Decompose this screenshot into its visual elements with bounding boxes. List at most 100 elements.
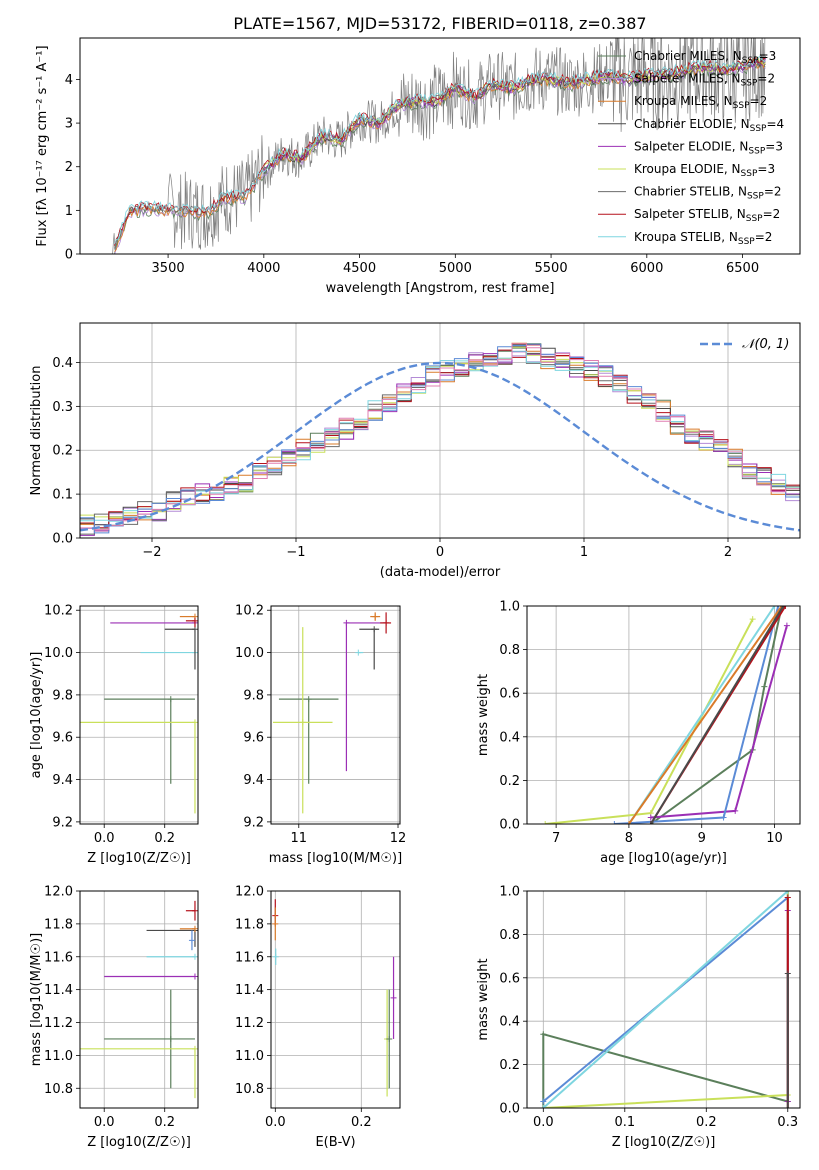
y-tick-label: 2 [65,160,73,175]
series-point-marker [540,1031,547,1038]
x-axis-label: (data-model)/error [380,565,501,580]
y-tick-label: 10.8 [235,1082,264,1097]
legend-label: Salpeter ELODIE, NSSP=3 [634,139,783,156]
y-axis-label: Normed distribution [29,366,44,496]
y-tick-label: 10.2 [44,604,73,619]
y-tick-label: 9.6 [52,731,73,746]
spectrum-model-line [114,55,766,245]
x-tick-label: 7 [552,831,560,846]
histogram-step-line [80,343,800,531]
legend-label-sub: SSP [748,146,765,156]
legend-label-rest: =2 [764,185,782,199]
legend-label-sub: SSP [733,101,750,111]
panel-spectrum: 3500 4000 4500 5000 5500 6000 6500 0 1 2 3 4 wavelen… [35,37,801,296]
data-point-marker [191,719,198,726]
data-point-marker [191,1045,198,1052]
data-point-marker [191,907,198,914]
y-tick-label: 11.0 [235,1049,264,1064]
legend-label-rest: =3 [759,49,777,63]
axes-frame [270,605,401,825]
legend-label-rest: =3 [765,139,783,153]
series-point-marker [732,807,739,814]
y-tick-label: 0.0 [52,532,73,547]
data-point-marker [305,696,312,703]
gaussian-curve [80,361,800,532]
panel-mass-vs-EBV: 0.0 0.2 10.8 11.0 11.2 11.4 11.6 11.8 12.0 E(B-V) [235,885,401,1150]
x-axis-label: Z [log10(Z/Z☉)] [612,1135,716,1150]
y-tick-label: 11.8 [235,917,264,932]
y-tick-label: 0.8 [499,643,520,658]
y-tick-label: 0.1 [52,488,73,503]
data-point-marker [191,925,198,932]
x-axis-label: mass [log10(M/M☉)] [269,851,402,866]
y-axis-label: mass [log10(M/M☉)] [29,933,44,1066]
x-tick-label: 4500 [343,261,376,276]
legend-label: Chabrier MILES, NSSP=3 [634,49,776,66]
legend-label-sub: SSP [750,124,767,134]
plot-area [542,606,790,824]
x-tick-label: 0.2 [351,1115,372,1130]
x-tick-label: 2 [724,545,732,560]
y-tick-label: 9.8 [243,688,264,703]
y-tick-label: 9.2 [243,815,264,830]
y-axis-label: age [log10(age/yr)] [29,652,44,779]
series-point-marker [775,606,782,609]
legend-label: Kroupa STELIB, NSSP=2 [634,230,772,247]
y-tick-label: 0.6 [499,687,520,702]
y-tick-label: 0.8 [499,928,520,943]
x-tick-label: 9 [698,831,706,846]
y-tick-label: 12.0 [44,885,73,900]
legend-label-rest: =3 [757,162,775,176]
spectrum-legend: Chabrier MILES, NSSP=3 Salpeter MILES, N S… [598,49,784,247]
legend-label-rest: =2 [755,230,773,244]
legend-label-rest: =4 [766,117,784,131]
series-point-marker [647,814,654,821]
series-point-marker [783,622,790,629]
x-tick-label: 4000 [247,261,280,276]
series-point-marker [782,606,789,609]
spectrum-data-line [112,38,766,254]
y-tick-label: 1.0 [499,600,520,615]
y-tick-label: 0.4 [499,1015,520,1030]
y-tick-label: 10.8 [44,1082,73,1097]
y-tick-label: 11.4 [235,983,264,998]
data-point-marker [167,696,174,703]
figure-title: PLATE=1567, MJD=53172, FIBERID=0118, z=0… [233,14,646,33]
y-tick-label: 9.2 [52,815,73,830]
axes-frame [79,605,199,825]
x-tick-label: 6000 [630,261,663,276]
data-point-marker [372,613,379,620]
y-axis-label: mass weight [476,958,491,1040]
x-tick-label: 0 [436,545,444,560]
y-tick-label: 9.4 [52,773,73,788]
y-tick-label: 9.4 [243,773,264,788]
y-tick-label: 10.0 [235,646,264,661]
legend-label-name: Kroupa MILES, N [634,94,733,108]
y-tick-label: 0.3 [52,400,73,415]
series-point-marker [784,894,791,901]
x-tick-label: 0.0 [265,1115,286,1130]
legend-label-rest: =2 [757,72,775,86]
series-point-marker [542,821,549,824]
x-tick-label: 0.0 [94,1115,115,1130]
legend-label-name: Salpeter MILES, N [634,72,741,86]
series-point-marker [784,1105,791,1108]
panel-residual-histogram: −2 −1 0 1 2 0.0 0.1 0.2 0.3 0.4 (data-model)/error… [29,322,801,580]
panel-mass-vs-Z: 0.0 0.2 10.8 11.0 11.2 11.4 11.6 11.8 12.0 Z [log… [29,885,199,1150]
y-tick-label: 12.0 [235,885,264,900]
data-point-marker [272,953,279,960]
series-line [649,606,785,824]
y-tick-label: 0.6 [499,971,520,986]
series-point-marker [784,970,791,977]
plot-area [80,342,800,536]
series-point-marker [749,616,756,623]
series-point-marker [780,606,787,609]
data-point-marker [191,617,198,624]
axes-frame [79,322,801,539]
y-tick-label: 0.2 [499,774,520,789]
data-point-marker [383,619,390,626]
legend-label-sub: SSP [746,214,763,224]
x-tick-label: 6500 [726,261,759,276]
y-tick-label: 10.2 [235,604,264,619]
y-tick-label: 9.6 [243,731,264,746]
